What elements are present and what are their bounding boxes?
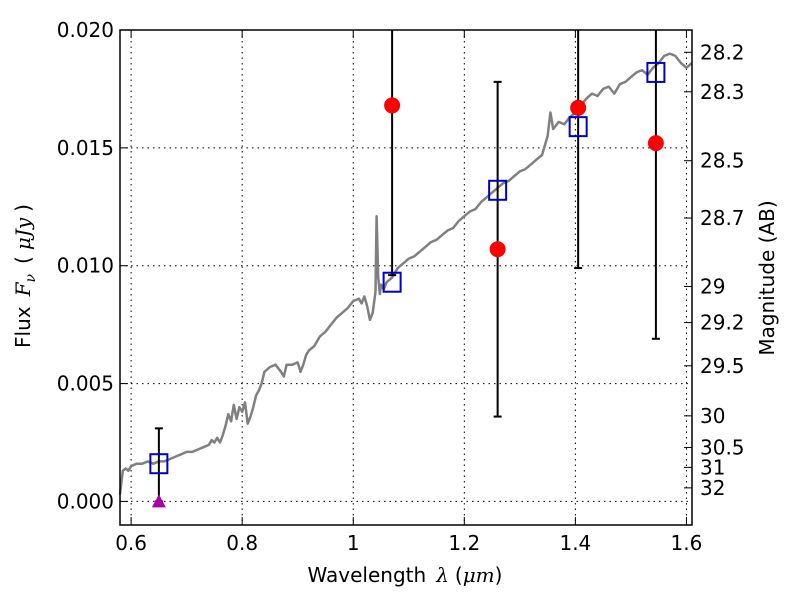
x-axis-title-unit-open: (: [455, 563, 463, 587]
upper-limit-triangle: [151, 494, 166, 508]
model-spectrum-line: [118, 52, 693, 495]
x-axis-title-prefix: Wavelength: [308, 563, 427, 587]
y-axis-title-symbol: F: [11, 281, 35, 297]
x-tick-label: 0.8: [226, 531, 258, 555]
x-tick-label: 0.6: [115, 531, 147, 555]
model-point-square: [646, 61, 666, 83]
model-point-square: [488, 179, 508, 201]
observed-point-circle: [384, 97, 401, 114]
x-axis-title-symbol: λ: [435, 563, 449, 587]
mag-tick-label: 28.5: [700, 149, 745, 173]
y-axis-title-unit: μJy: [11, 217, 35, 250]
y-axis-title-unit-close: ): [11, 204, 35, 212]
y-tick-label: 0.020: [57, 18, 114, 42]
mag-tick-label: 29: [700, 274, 725, 298]
mag-tick-label: 29.2: [700, 311, 745, 335]
y-axis-title-sub: ν: [23, 274, 39, 283]
x-axis-title-unit-close: ): [495, 563, 503, 587]
model-point-square: [568, 116, 588, 138]
model-point-square: [382, 271, 402, 293]
plot-frame: [119, 29, 693, 526]
model-spectrum: [118, 52, 693, 495]
axis-ticks: [120, 29, 692, 525]
x-tick-label: 1.6: [671, 531, 703, 555]
mag-tick-label: 30.5: [700, 435, 745, 459]
mag-tick-label: 32: [700, 476, 725, 500]
mag-tick-label: 30: [700, 404, 725, 428]
y-tick-label: 0.005: [57, 372, 114, 396]
x-axis-title-unit: μm: [463, 563, 495, 587]
y-tick-label: 0.010: [57, 254, 114, 278]
y2-axis-title: Magnitude (AB): [755, 200, 779, 355]
mag-tick-label: 28.3: [700, 80, 745, 104]
x-tick-label: 1: [347, 531, 360, 555]
mag-tick-label: 31: [700, 455, 725, 479]
y-axis-title-prefix: Flux: [11, 306, 35, 348]
mag-tick-label: 28.2: [700, 40, 745, 64]
y-axis-title-unit-open: (: [11, 256, 35, 264]
y-axis-title: Flux Fν ( μJy): [11, 204, 39, 348]
y-tick-label: 0.015: [57, 136, 114, 160]
grid: [120, 29, 692, 525]
observed-point-circle: [647, 135, 664, 152]
observed-point-circle: [489, 241, 506, 258]
x-tick-label: 1.2: [448, 531, 480, 555]
mag-tick-label: 29.5: [700, 354, 745, 378]
x-tick-label: 1.4: [559, 531, 591, 555]
axis-tick-labels: 0.6 0.8 1 1.2 1.4 1.6 0.000 0.005 0.010 0.015 0.02…: [57, 18, 745, 555]
x-axis-title: Wavelength λ (μm): [308, 563, 503, 587]
data-markers: [149, 61, 666, 508]
observed-point-circle: [570, 99, 587, 116]
model-point-square: [149, 453, 169, 475]
mag-tick-label: 28.7: [700, 206, 745, 230]
y-tick-label: 0.000: [57, 489, 114, 513]
